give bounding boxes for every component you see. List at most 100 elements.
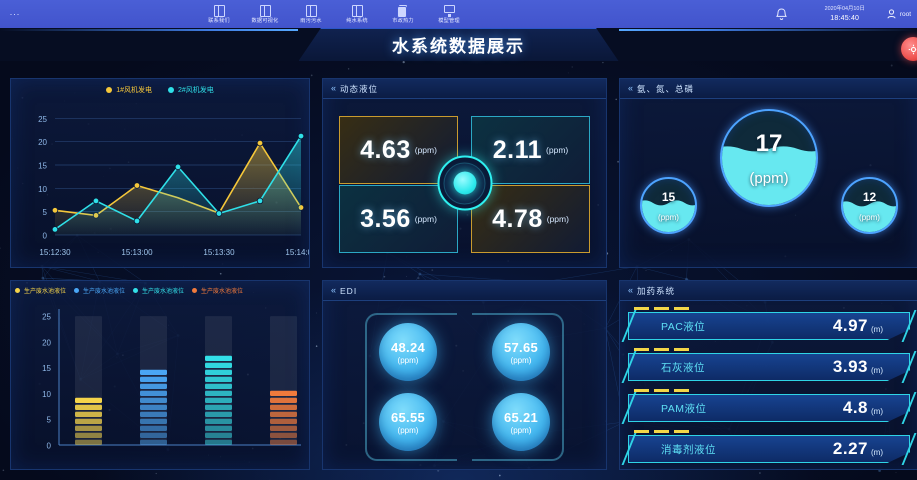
title-banner: 水系统数据展示 [0, 28, 917, 61]
clock-date: 2020年04月10日 [824, 6, 865, 12]
corner-bracket [620, 281, 628, 289]
chevron-left-icon[interactable]: « [628, 285, 633, 295]
gauge-unit: (ppm) [749, 169, 789, 187]
legend-item-2[interactable]: 生产废水池液位 [74, 286, 125, 295]
panel-edi: « EDI 48.24 (ppm) 57.65 (ppm) 65.55 (ppm) 65.2… [322, 280, 607, 470]
nav-more-button[interactable]: ... [9, 7, 21, 17]
edi-bubble-3[interactable]: 65.55 (ppm) [379, 393, 437, 451]
legend-label: 2#风机发电 [178, 87, 214, 94]
dosing-ticks [634, 307, 689, 310]
svg-text:0: 0 [47, 442, 52, 451]
edi-frame [365, 387, 457, 461]
gauge-label: 15 (ppm) [642, 179, 695, 232]
chevron-left-icon[interactable]: « [331, 285, 336, 295]
legend-dot [106, 87, 113, 93]
dosing-value: 4.97 [832, 316, 868, 335]
gauge-wave [843, 201, 896, 209]
user-menu[interactable]: root [887, 9, 911, 19]
svg-text:15:14:00: 15:14:00 [285, 248, 310, 257]
gauge-value: 15 [661, 189, 676, 204]
dynamic-level-cell-2[interactable]: 2.11 (ppm) [471, 116, 590, 184]
water-gauge-3[interactable]: 12 (ppm) [841, 177, 898, 234]
nav-item-label: 数据可视化 [251, 17, 279, 24]
window-icon [305, 4, 317, 17]
cell-unit: (ppm) [546, 145, 569, 155]
wastewater-level-bar-chart: 0 5 10 15 20 25 [42, 309, 301, 451]
legend-item-3[interactable]: 生产废水池液位 [133, 286, 184, 295]
monitor-icon [443, 4, 455, 17]
legend-item-1[interactable]: 生产废水池液位 [15, 286, 66, 295]
nav-item-3[interactable]: 雨污污水 [288, 0, 334, 28]
nav-item-label: 纯水系统 [346, 17, 368, 24]
panel-header: « 氨、氮、总磷 [620, 79, 917, 99]
dosing-row-1[interactable]: PAC液位 4.97 (m) [621, 307, 917, 345]
bubble-unit: (ppm) [510, 355, 532, 365]
cell-value: 3.56 [360, 204, 411, 233]
gauge-unit: (ppm) [859, 212, 880, 222]
bubble-value: 65.21 [503, 409, 539, 425]
dosing-value-group: 4.97 (m) [833, 316, 883, 336]
dosing-value: 2.27 [832, 439, 868, 458]
legend-item-4[interactable]: 生产废水池液位 [192, 286, 243, 295]
panel-header: « EDI [323, 281, 606, 301]
nav-item-2[interactable]: 数据可视化 [242, 0, 288, 28]
nutrient-gauges: 17 (ppm) 15 (ppm) 12 (ppm) [620, 99, 917, 267]
dosing-row-4[interactable]: 消毒剂液位 2.27 (m) [621, 430, 917, 468]
dosing-bar: 消毒剂液位 2.27 (m) [628, 435, 910, 463]
legend-dot [15, 288, 20, 293]
legend-item-2[interactable]: 2#风机发电 [168, 85, 214, 95]
cell-value: 4.63 [360, 135, 411, 164]
gauge-label: 12 (ppm) [843, 179, 896, 232]
svg-text:10: 10 [38, 185, 47, 194]
dosing-value: 3.93 [832, 357, 868, 376]
legend-label: 生产废水池液位 [24, 289, 67, 295]
dosing-unit: (m) [871, 366, 883, 375]
dosing-unit: (m) [871, 407, 883, 416]
gear-icon[interactable] [901, 37, 917, 61]
panel-nutrients: « 氨、氮、总磷 17 (ppm) 15 (ppm) 12 (ppm) [619, 78, 917, 268]
dosing-row-3[interactable]: PAM液位 4.8 (m) [621, 389, 917, 427]
copy-icon [397, 4, 409, 17]
nav-item-5[interactable]: 市政热力 [380, 0, 426, 28]
dosing-name: 石灰液位 [661, 361, 705, 374]
nav-item-6[interactable]: 模型管理 [426, 0, 472, 28]
nav-item-1[interactable]: 联系我们 [196, 0, 242, 28]
edi-bubble-4[interactable]: 65.21 (ppm) [492, 393, 550, 451]
bubble-unit: (ppm) [397, 425, 419, 435]
panel-dynamic-level: « 动态液位 4.78 (ppm) 3.56 (ppm) 2.11 (ppm) 4.63 (p… [322, 78, 607, 268]
panel-title: 动态液位 [340, 83, 379, 94]
svg-text:15:13:30: 15:13:30 [203, 248, 235, 257]
window-icon [259, 4, 271, 17]
corner-bracket [910, 281, 917, 289]
user-name: root [899, 10, 911, 18]
dosing-bar: PAC液位 4.97 (m) [628, 312, 910, 340]
svg-text:25: 25 [38, 115, 47, 124]
svg-text:25: 25 [42, 313, 51, 322]
edi-bubble-1[interactable]: 48.24 (ppm) [379, 323, 437, 381]
nav-item-4[interactable]: 纯水系统 [334, 0, 380, 28]
panel-title: 加药系统 [637, 285, 676, 296]
water-gauge-1[interactable]: 17 (ppm) [720, 109, 818, 207]
dynamic-level-cell-4[interactable]: 4.78 (ppm) [471, 185, 590, 253]
bell-icon[interactable] [769, 0, 795, 28]
dosing-row-2[interactable]: 石灰液位 3.93 (m) [621, 348, 917, 386]
legend-item-1[interactable]: 1#风机发电 [106, 85, 152, 95]
dosing-bar: 石灰液位 3.93 (m) [628, 353, 910, 381]
corner-bracket [323, 79, 331, 87]
svg-text:15:12:30: 15:12:30 [39, 248, 71, 257]
dosing-rows: PAC液位 4.97 (m) 石灰液位 3.93 (m) PAM液位 4.8 (m) 消毒剂液位 2… [621, 307, 917, 469]
corner-bracket [620, 79, 628, 87]
chevron-left-icon[interactable]: « [628, 83, 633, 93]
dosing-ticks [634, 389, 689, 392]
svg-text:5: 5 [47, 416, 52, 425]
banner-line-left [0, 29, 298, 31]
dosing-unit: (m) [871, 325, 883, 334]
dynamic-level-cell-3[interactable]: 3.56 (ppm) [339, 185, 458, 253]
edi-bubble-2[interactable]: 57.65 (ppm) [492, 323, 550, 381]
bubble-value: 57.65 [503, 339, 539, 355]
water-gauge-2[interactable]: 15 (ppm) [640, 177, 697, 234]
corner-bracket [598, 281, 606, 289]
wind-chart-legend: 1#风机发电 2#风机发电 [11, 85, 309, 95]
svg-text:15: 15 [38, 162, 47, 171]
chevron-left-icon[interactable]: « [331, 83, 336, 93]
